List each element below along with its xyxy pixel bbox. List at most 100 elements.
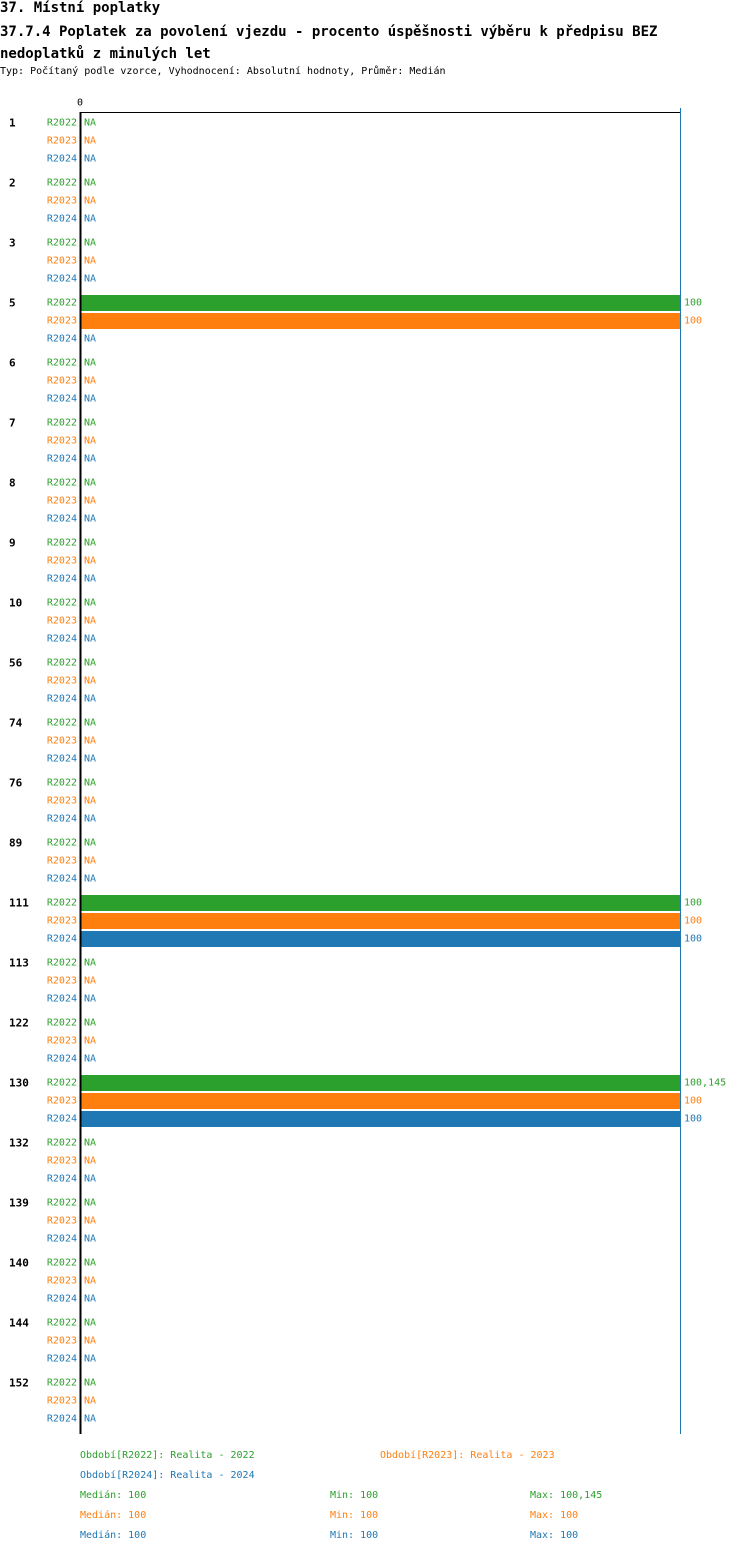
category-label: 152	[9, 1377, 29, 1390]
series-label: R2024	[47, 1234, 77, 1245]
category-label: 76	[9, 777, 23, 790]
data-label: 100	[684, 1096, 702, 1107]
series-label: R2022	[47, 298, 77, 309]
category-label: 6	[9, 357, 16, 370]
series-label: R2024	[47, 634, 77, 645]
na-label: NA	[84, 1216, 96, 1227]
stat-min-r2022: Min: 100	[330, 1490, 379, 1501]
category-label: 10	[9, 597, 22, 610]
data-label: 100	[684, 916, 702, 927]
series-label: R2022	[47, 1138, 77, 1149]
na-label: NA	[84, 1414, 96, 1425]
series-label: R2023	[47, 1216, 77, 1227]
na-label: NA	[84, 694, 96, 705]
series-label: R2023	[47, 376, 77, 387]
series-label: R2024	[47, 1354, 77, 1365]
category-label: 1	[9, 117, 16, 130]
series-label: R2023	[47, 676, 77, 687]
legend-r2023: Období[R2023]: Realita - 2023	[380, 1450, 555, 1461]
na-label: NA	[84, 274, 96, 285]
na-label: NA	[84, 1258, 96, 1269]
series-label: R2024	[47, 1054, 77, 1065]
na-label: NA	[84, 154, 96, 165]
category-label: 140	[9, 1257, 29, 1270]
category-label: 56	[9, 657, 23, 670]
na-label: NA	[84, 136, 96, 147]
na-label: NA	[84, 358, 96, 369]
stat-median-r2023: Medián: 100	[80, 1510, 147, 1521]
na-label: NA	[84, 736, 96, 747]
category-label: 132	[9, 1137, 29, 1150]
bar	[80, 313, 680, 329]
series-label: R2023	[47, 1276, 77, 1287]
na-label: NA	[84, 1294, 96, 1305]
category-label: 89	[9, 837, 22, 850]
series-label: R2024	[47, 154, 77, 165]
na-label: NA	[84, 514, 96, 525]
category-label: 3	[9, 237, 16, 250]
na-label: NA	[84, 1036, 96, 1047]
na-label: NA	[84, 1318, 96, 1329]
na-label: NA	[84, 256, 96, 267]
data-label: 100	[684, 316, 702, 327]
stat-max-r2023: Max: 100	[530, 1510, 579, 1521]
stat-max-r2022: Max: 100,145	[530, 1490, 603, 1501]
na-label: NA	[84, 1354, 96, 1365]
bar	[80, 913, 680, 929]
bar-chart: 0 1 R2022 NA R2023 NA R2024 NA 2 R2022 NA R2023 NA R2…	[9, 98, 726, 1434]
series-label: R2023	[47, 976, 77, 987]
series-label: R2024	[47, 574, 77, 585]
series-label: R2022	[47, 838, 77, 849]
na-label: NA	[84, 496, 96, 507]
na-label: NA	[84, 874, 96, 885]
series-label: R2022	[47, 178, 77, 189]
data-label: 100	[684, 298, 702, 309]
na-label: NA	[84, 598, 96, 609]
na-label: NA	[84, 838, 96, 849]
na-label: NA	[84, 1336, 96, 1347]
series-label: R2022	[47, 418, 77, 429]
series-label: R2023	[47, 436, 77, 447]
na-label: NA	[84, 334, 96, 345]
series-label: R2024	[47, 994, 77, 1005]
series-label: R2023	[47, 556, 77, 567]
series-label: R2023	[47, 1396, 77, 1407]
legend-r2022: Období[R2022]: Realita - 2022	[80, 1450, 255, 1461]
na-label: NA	[84, 1234, 96, 1245]
series-label: R2022	[47, 1198, 77, 1209]
series-label: R2024	[47, 934, 77, 945]
na-label: NA	[84, 958, 96, 969]
na-label: NA	[84, 1378, 96, 1389]
series-label: R2022	[47, 658, 77, 669]
series-label: R2024	[47, 214, 77, 225]
chart-title: 37.7.4 Poplatek za povolení vjezdu - pro…	[0, 24, 658, 62]
na-label: NA	[84, 118, 96, 129]
series-label: R2023	[47, 1096, 77, 1107]
series-label: R2024	[47, 394, 77, 405]
bar	[80, 895, 680, 911]
category-label: 144	[9, 1317, 29, 1330]
na-label: NA	[84, 538, 96, 549]
na-label: NA	[84, 718, 96, 729]
category-label: 7	[9, 417, 16, 430]
category-label: 139	[9, 1197, 29, 1210]
na-label: NA	[84, 634, 96, 645]
na-label: NA	[84, 454, 96, 465]
na-label: NA	[84, 418, 96, 429]
series-label: R2024	[47, 874, 77, 885]
series-label: R2024	[47, 694, 77, 705]
category-label: 113	[9, 957, 29, 970]
series-label: R2022	[47, 1078, 77, 1089]
na-label: NA	[84, 1198, 96, 1209]
na-label: NA	[84, 178, 96, 189]
stat-median-r2022: Medián: 100	[80, 1490, 147, 1501]
series-label: R2023	[47, 136, 77, 147]
category-label: 74	[9, 717, 23, 730]
na-label: NA	[84, 376, 96, 387]
stat-min-r2024: Min: 100	[330, 1530, 379, 1541]
series-label: R2024	[47, 334, 77, 345]
series-label: R2024	[47, 1174, 77, 1185]
na-label: NA	[84, 196, 96, 207]
series-label: R2022	[47, 1378, 77, 1389]
data-label: 100	[684, 1114, 702, 1125]
